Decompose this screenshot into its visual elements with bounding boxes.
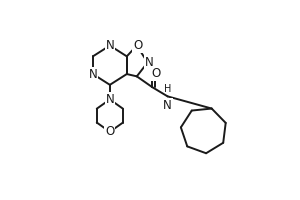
- Text: N: N: [163, 99, 172, 112]
- Text: O: O: [152, 67, 161, 80]
- Text: H: H: [164, 84, 171, 94]
- Text: N: N: [106, 39, 114, 52]
- Text: N: N: [106, 93, 114, 106]
- Text: N: N: [145, 56, 154, 69]
- Text: O: O: [105, 125, 115, 138]
- Text: N: N: [88, 68, 97, 81]
- Text: O: O: [133, 39, 142, 52]
